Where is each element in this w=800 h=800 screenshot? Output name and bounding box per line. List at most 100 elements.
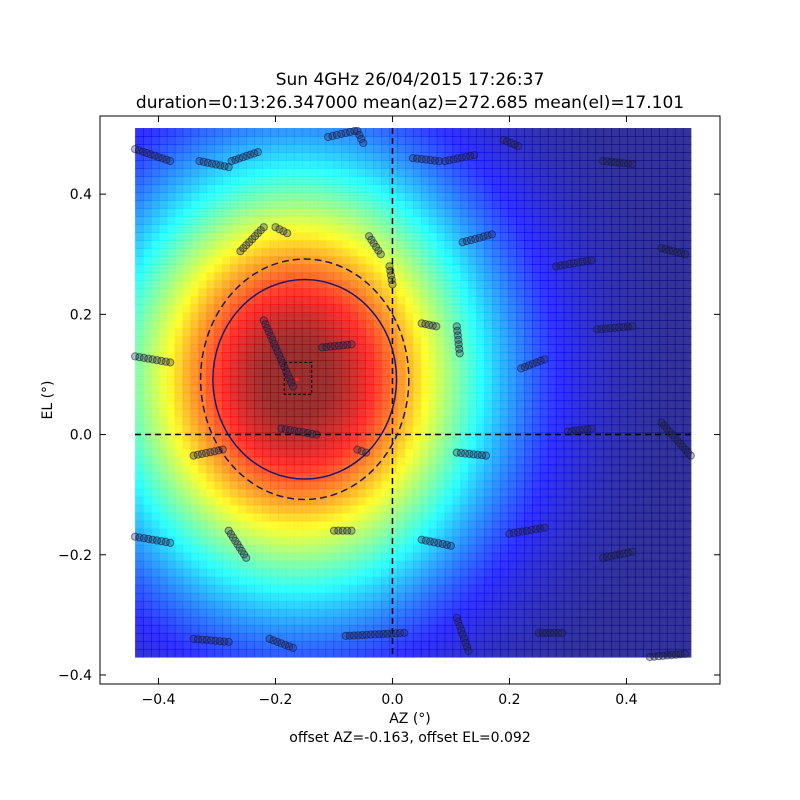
heatmap-cell xyxy=(539,544,549,554)
heatmap-cell xyxy=(412,424,422,434)
heatmap-cell xyxy=(547,616,557,626)
heatmap-cell xyxy=(277,416,287,426)
heatmap-cell xyxy=(468,352,478,362)
heatmap-cell xyxy=(397,616,406,626)
heatmap-cell xyxy=(516,416,525,426)
heatmap-cell xyxy=(404,496,414,506)
heatmap-cell xyxy=(150,168,160,177)
heatmap-cell xyxy=(325,592,335,602)
heatmap-cell xyxy=(579,328,589,337)
heatmap-cell xyxy=(500,200,509,209)
heatmap-cell xyxy=(539,248,549,257)
heatmap-cell xyxy=(325,624,335,634)
heatmap-cell xyxy=(539,336,549,345)
heatmap-cell xyxy=(246,488,255,498)
heatmap-cell xyxy=(285,216,295,225)
heatmap-cell xyxy=(500,288,509,297)
heatmap-cell xyxy=(325,312,335,321)
heatmap-cell xyxy=(492,280,501,289)
heatmap-cell xyxy=(524,568,533,578)
heatmap-cell xyxy=(158,576,168,586)
heatmap-cell xyxy=(373,544,382,554)
heatmap-cell xyxy=(643,304,652,313)
heatmap-cell xyxy=(587,584,597,594)
heatmap-cell xyxy=(468,560,478,570)
heatmap-cell xyxy=(174,160,184,169)
heatmap-cell xyxy=(404,400,414,410)
heatmap-cell xyxy=(524,224,533,233)
heatmap-cell xyxy=(270,624,279,634)
heatmap-cell xyxy=(579,304,589,313)
heatmap-cell xyxy=(262,384,271,394)
heatmap-cell xyxy=(262,176,271,185)
heatmap-cell xyxy=(317,168,327,177)
heatmap-cell xyxy=(674,424,684,434)
heatmap-cell xyxy=(428,600,438,610)
heatmap-cell xyxy=(166,464,176,474)
heatmap-cell xyxy=(666,536,676,546)
heatmap-cell xyxy=(468,512,478,522)
heatmap-cell xyxy=(285,456,295,466)
heatmap-cell xyxy=(293,296,303,305)
heatmap-cell xyxy=(309,488,319,498)
scan-point xyxy=(628,547,637,556)
heatmap-cell xyxy=(357,504,366,514)
heatmap-cell xyxy=(444,512,454,522)
heatmap-cell xyxy=(190,592,200,602)
heatmap-cell xyxy=(389,608,398,618)
heatmap-cell xyxy=(317,560,327,570)
heatmap-cell xyxy=(603,440,612,450)
heatmap-cell xyxy=(539,432,549,442)
heatmap-cell xyxy=(524,592,533,602)
heatmap-cell xyxy=(230,512,239,522)
heatmap-cell xyxy=(135,544,144,554)
scan-point xyxy=(343,526,352,535)
heatmap-cell xyxy=(611,256,620,265)
heatmap-cell xyxy=(206,320,216,329)
heatmap-cell xyxy=(166,344,176,354)
heatmap-cell xyxy=(492,648,501,658)
heatmap-cell xyxy=(325,240,335,249)
heatmap-cell xyxy=(325,296,335,305)
heatmap-cell xyxy=(674,552,684,562)
heatmap-cell xyxy=(531,176,541,185)
heatmap-cell xyxy=(325,128,335,137)
heatmap-cell xyxy=(325,640,335,650)
heatmap-cell xyxy=(166,536,176,546)
heatmap-cell xyxy=(444,368,454,378)
heatmap-cell xyxy=(301,480,311,490)
heatmap-cell xyxy=(206,176,216,185)
heatmap-cell xyxy=(468,536,478,546)
heatmap-cell xyxy=(460,392,470,402)
heatmap-cell xyxy=(333,368,343,378)
heatmap-cell xyxy=(293,376,303,386)
heatmap-cell xyxy=(500,552,509,562)
heatmap-cell xyxy=(579,448,589,458)
heatmap-cell xyxy=(277,240,287,249)
heatmap-cell xyxy=(246,296,255,305)
heatmap-cell xyxy=(270,168,279,177)
heatmap-cell xyxy=(270,472,279,482)
heatmap-cell xyxy=(293,464,303,474)
heatmap-cell xyxy=(444,560,454,570)
heatmap-cell xyxy=(428,464,438,474)
heatmap-cell xyxy=(174,536,184,546)
heatmap-cell xyxy=(301,568,311,578)
heatmap-cell xyxy=(635,208,644,217)
heatmap-cell xyxy=(516,608,525,618)
heatmap-cell xyxy=(492,472,501,482)
heatmap-cell xyxy=(357,200,366,209)
heatmap-cell xyxy=(325,552,335,562)
heatmap-cell xyxy=(246,432,255,442)
heatmap-cell xyxy=(317,224,327,233)
heatmap-cell xyxy=(484,320,493,329)
heatmap-cell xyxy=(214,464,224,474)
heatmap-cell xyxy=(476,392,485,402)
heatmap-cell xyxy=(174,248,184,257)
heatmap-cell xyxy=(333,256,343,265)
scan-point xyxy=(349,631,359,640)
heatmap-cell xyxy=(309,136,319,145)
heatmap-cell xyxy=(365,160,374,169)
heatmap-cell xyxy=(222,624,231,634)
heatmap-cell xyxy=(150,464,160,474)
